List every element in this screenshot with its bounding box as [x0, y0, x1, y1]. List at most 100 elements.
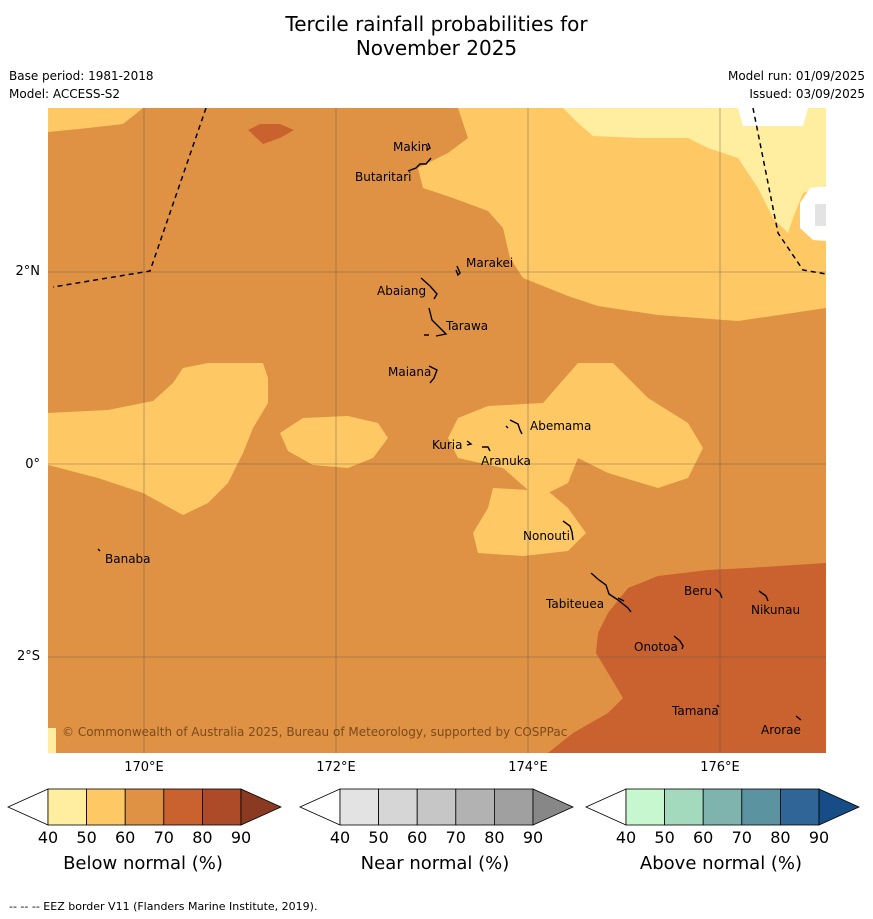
eez-border: [52, 108, 826, 288]
island-makin: [426, 142, 431, 151]
island-nonouti: [562, 520, 574, 541]
below-normal-50-60-area-top-left: [48, 108, 143, 132]
colorbar-label-below: Below normal (%): [63, 853, 223, 874]
colorbar-segment: [416, 788, 457, 826]
copyright-notice: © Commonwealth of Australia 2025, Bureau…: [62, 725, 567, 739]
island-tarawa: [424, 307, 448, 337]
label-nonouti: Nonouti: [523, 529, 570, 543]
island-banaba: [97, 548, 101, 552]
colorbar-segment: [741, 788, 781, 826]
colorbar-segment: [780, 788, 820, 826]
white-gap-northeast: [738, 108, 808, 126]
colorbar-tick-label: 70: [153, 828, 174, 847]
colorbar-segment: [339, 788, 379, 826]
white-gap-east: [800, 186, 826, 241]
lon-label-172e: 172°E: [316, 760, 356, 775]
label-marakei: Marakei: [466, 256, 513, 270]
label-tamana: Tamana: [671, 704, 719, 718]
colorbar-tick-label: 60: [407, 828, 428, 847]
model-name: Model: ACCESS-S2: [9, 87, 121, 101]
rainfall-map: Makin Butaritari Marakei Abaiang Tarawa …: [48, 108, 826, 753]
lon-label-170e: 170°E: [124, 760, 164, 775]
colorbar-extend-high: [240, 788, 282, 826]
colorbar-tick-label: 40: [329, 828, 351, 847]
label-banaba: Banaba: [105, 552, 151, 566]
eez-footnote: -- -- -- EEZ border V11 (Flanders Marine…: [9, 900, 318, 913]
colorbar-extend-low: [7, 788, 49, 826]
island-arorae: [795, 715, 802, 721]
label-nikunau: Nikunau: [751, 603, 800, 617]
lat-label-2s: 2°S: [16, 649, 40, 664]
colorbar-near-normal: [299, 788, 574, 826]
colorbar-extend-high: [532, 788, 574, 826]
colorbar-segment: [47, 788, 87, 826]
colorbar-tick-label: 40: [37, 828, 59, 847]
below-normal-40-50-area-northeast: [563, 108, 826, 233]
island-abaiang: [420, 277, 438, 300]
lat-label-0: 0°: [25, 457, 40, 472]
base-period: Base period: 1981-2018: [9, 69, 154, 83]
title-line-2: November 2025: [355, 36, 518, 60]
island-abemama: [505, 419, 523, 435]
colorbar-label-above: Above normal (%): [639, 853, 803, 874]
colorbar-tick-label: 50: [654, 828, 675, 847]
island-butaritari: [407, 157, 432, 172]
below-normal-70-80-area-north: [248, 124, 294, 144]
colorbar-tick-label: 90: [522, 828, 544, 847]
label-abemama: Abemama: [530, 419, 591, 433]
label-tabiteuea: Tabiteuea: [545, 597, 604, 611]
colorbar-tick-label: 50: [368, 828, 389, 847]
colorbar-tick-label: 80: [192, 828, 213, 847]
lon-label-174e: 174°E: [508, 760, 548, 775]
colorbar-tick-label: 80: [770, 828, 791, 847]
colorbar-segment: [664, 788, 704, 826]
colorbar-segment: [163, 788, 203, 826]
below-normal-50-60-area-west: [48, 363, 268, 515]
label-butaritari: Butaritari: [355, 170, 412, 184]
label-arorae: Arorae: [761, 723, 801, 737]
colorbar-segment: [201, 788, 242, 826]
below-normal-50-60-area-east: [418, 108, 826, 321]
colorbar-extend-high: [818, 788, 860, 826]
island-tabiteuea: [590, 572, 632, 613]
label-maiana: Maiana: [388, 365, 431, 379]
colorbar-tick-label: 70: [731, 828, 752, 847]
issued-date: Issued: 03/09/2025: [749, 87, 865, 101]
colorbar-tick-label: 80: [484, 828, 505, 847]
label-onotoa: Onotoa: [634, 640, 678, 654]
colorbar-tick-label: 50: [76, 828, 97, 847]
colorbar-segment: [493, 788, 534, 826]
model-run: Model run: 01/09/2025: [727, 69, 865, 83]
island-onotoa: [673, 635, 684, 650]
colorbar-tick-label: 60: [115, 828, 136, 847]
near-normal-patch: [815, 204, 826, 226]
island-kuria: [466, 440, 473, 446]
title-line-1: Tercile rainfall probabilities for: [285, 12, 588, 36]
colorbar-segment: [625, 788, 665, 826]
island-tamana: [716, 704, 720, 708]
meta-right: Model run: 01/09/2025 Issued: 03/09/2025: [728, 67, 865, 103]
island-nikunau: [758, 590, 769, 602]
colorbar-segment: [378, 788, 418, 826]
label-beru: Beru: [684, 584, 712, 598]
colorbar-extend-low: [585, 788, 627, 826]
lat-label-2n: 2°N: [15, 264, 41, 279]
colorbar-segment: [455, 788, 495, 826]
island-marakei: [455, 265, 461, 277]
lon-label-176e: 176°E: [700, 760, 740, 775]
graticule: [48, 108, 826, 753]
place-labels: Makin Butaritari Marakei Abaiang Tarawa …: [105, 140, 801, 737]
label-aranuka: Aranuka: [481, 454, 531, 468]
colorbar-tick-label: 90: [230, 828, 252, 847]
island-maiana: [428, 365, 438, 384]
below-normal-50-60-area-nonouti: [473, 488, 586, 556]
below-normal-50-60-area-center: [280, 416, 388, 468]
colorbar-tick-label: 70: [445, 828, 466, 847]
label-makin: Makin: [393, 140, 429, 154]
islands: [97, 142, 802, 721]
below-normal-70-80-area-southeast: [548, 563, 826, 753]
map-title: Tercile rainfall probabilities for Novem…: [0, 12, 873, 60]
island-aranuka: [482, 446, 491, 452]
colorbar-tick-label: 40: [615, 828, 637, 847]
colorbar-extend-low: [299, 788, 341, 826]
